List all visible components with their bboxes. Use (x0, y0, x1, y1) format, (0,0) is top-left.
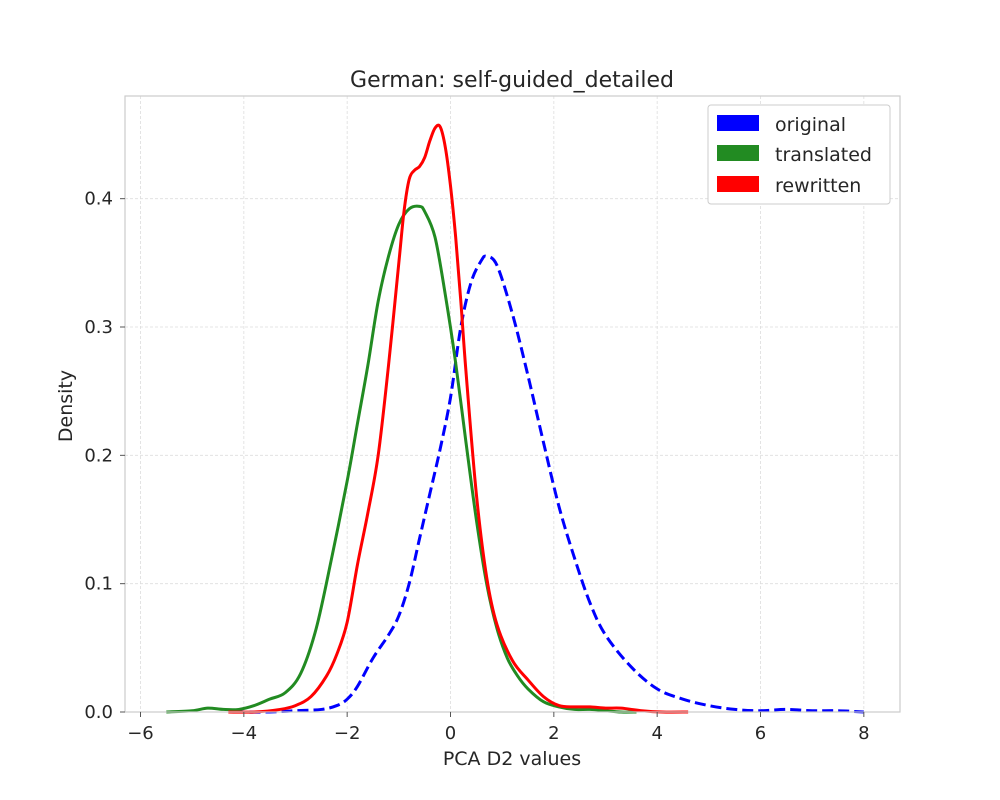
series-line-translated (166, 204, 637, 714)
x-tick-label: −6 (127, 723, 154, 744)
x-tick-label: 6 (755, 723, 766, 744)
y-tick-label: 0.3 (84, 317, 113, 338)
y-tick-label: 0.1 (84, 574, 113, 595)
y-tick-label: 0.0 (84, 702, 113, 723)
x-tick-label: 2 (548, 723, 559, 744)
x-axis-ticks: −6 −4 −2 0 2 4 6 8 (127, 712, 870, 744)
y-tick-label: 0.2 (84, 445, 113, 466)
legend: original translated rewritten (707, 104, 891, 205)
legend-label-original: original (775, 114, 846, 136)
legend-swatch-original (717, 115, 759, 131)
series-line-rewritten (228, 123, 689, 714)
x-tick-label: −4 (231, 723, 258, 744)
chart-title: German: self-guided_detailed (350, 68, 674, 93)
legend-swatch-rewritten (717, 176, 759, 192)
legend-label-rewritten: rewritten (775, 175, 861, 197)
plot-frame (124, 95, 901, 713)
x-tick-label: 0 (445, 723, 456, 744)
x-tick-label: 4 (651, 723, 662, 744)
legend-label-translated: translated (775, 144, 872, 166)
y-tick-label: 0.4 (84, 189, 113, 210)
legend-swatch-translated (717, 145, 759, 161)
series-line-original (233, 254, 864, 714)
x-tick-label: −2 (334, 723, 361, 744)
x-axis-label: PCA D2 values (443, 748, 581, 770)
y-axis-ticks: 0.0 0.1 0.2 0.3 0.4 (84, 189, 125, 723)
series-lines (166, 123, 864, 714)
y-axis-label: Density (55, 370, 77, 442)
x-tick-label: 8 (858, 723, 869, 744)
